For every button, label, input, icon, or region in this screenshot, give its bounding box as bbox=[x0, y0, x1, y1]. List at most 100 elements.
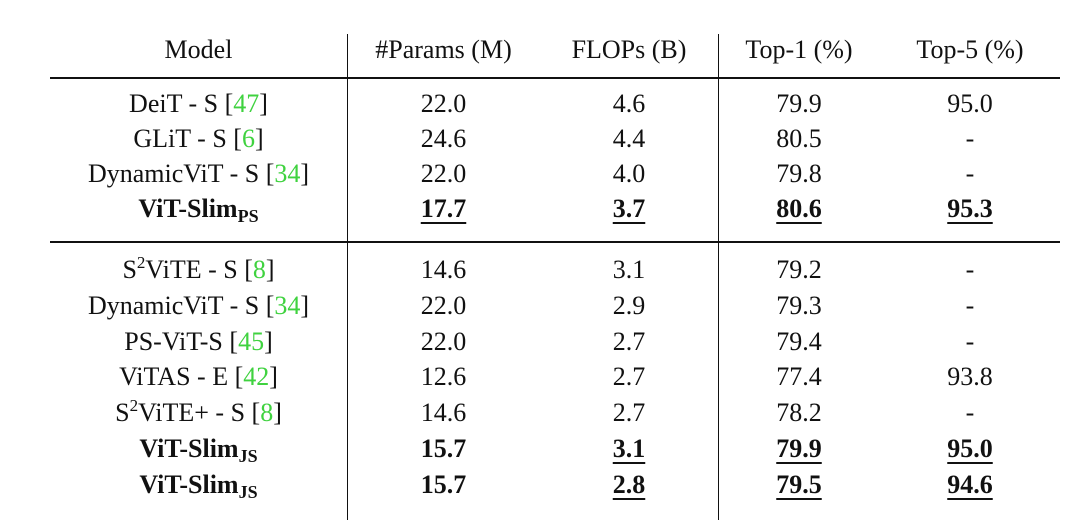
model-cell: DeiT - S [47] bbox=[50, 86, 347, 122]
model-name-part: ] bbox=[269, 362, 278, 392]
model-name-part: JS bbox=[238, 481, 258, 502]
model-name-part: ] bbox=[254, 124, 264, 153]
header-cell: Top-1 (%) bbox=[745, 35, 853, 64]
value: 95.3 bbox=[947, 194, 993, 223]
value-cell: 3.1 bbox=[540, 252, 718, 288]
value-cell: 2.9 bbox=[540, 288, 718, 324]
value: - bbox=[965, 290, 975, 320]
value-cell: 2.7 bbox=[540, 359, 718, 395]
value-cell: 77.4 bbox=[718, 359, 880, 395]
value: 80.6 bbox=[776, 194, 822, 223]
header-cell: Model bbox=[164, 35, 233, 64]
model-name-part: ] bbox=[259, 89, 268, 118]
value-cell: 95.0 bbox=[880, 431, 1060, 467]
model-cell: ViT-SlimPS bbox=[50, 191, 347, 227]
value-cell: 24.6 bbox=[347, 121, 540, 157]
value: 22.0 bbox=[420, 89, 467, 118]
model-cell: DynamicViT - S [34] bbox=[50, 156, 347, 192]
value: 4.6 bbox=[612, 89, 646, 118]
value-cell: 79.4 bbox=[718, 324, 880, 360]
model-name-part: ] bbox=[264, 326, 273, 356]
model-name-part: DynamicViT - S [ bbox=[87, 290, 275, 320]
value-cell: 95.3 bbox=[880, 191, 1060, 227]
model-cell: ViT-SlimJS bbox=[50, 467, 347, 503]
model-name-part: ViT-Slim bbox=[139, 469, 239, 499]
value-cell: 4.0 bbox=[540, 156, 718, 192]
value: - bbox=[965, 326, 975, 356]
value-cell: 12.6 bbox=[347, 359, 540, 395]
model-name-part: ViT-Slim bbox=[139, 434, 239, 463]
value: 3.7 bbox=[612, 194, 646, 223]
value: 79.2 bbox=[776, 255, 822, 284]
model-name-part: JS bbox=[238, 446, 258, 466]
value-cell: 22.0 bbox=[347, 156, 540, 192]
citation: 8 bbox=[252, 255, 266, 284]
value-cell: 14.6 bbox=[347, 252, 540, 288]
value: 79.3 bbox=[776, 290, 822, 320]
header-cell: Top-5 (%) bbox=[916, 35, 1024, 64]
value: 2.9 bbox=[612, 290, 646, 320]
value-cell: - bbox=[880, 288, 1060, 324]
value: 4.0 bbox=[612, 159, 646, 188]
header-cell: FLOPs (B) bbox=[571, 35, 687, 64]
model-cell: S2ViTE+ - S [8] bbox=[50, 395, 347, 431]
value: 14.6 bbox=[420, 398, 467, 428]
model-name-part: GLiT - S [ bbox=[133, 124, 242, 153]
value-cell: 22.0 bbox=[347, 288, 540, 324]
value: 79.4 bbox=[776, 326, 822, 356]
value-cell: 2.8 bbox=[540, 467, 718, 503]
header-rule bbox=[50, 77, 1060, 79]
citation: 34 bbox=[274, 159, 301, 188]
value-cell: 80.5 bbox=[718, 121, 880, 157]
citation: 6 bbox=[241, 124, 255, 153]
value-cell: 94.6 bbox=[880, 467, 1060, 503]
value-cell: - bbox=[880, 252, 1060, 288]
model-name-part: DeiT - S [ bbox=[129, 89, 234, 118]
value: 79.5 bbox=[776, 469, 822, 499]
value: 94.6 bbox=[947, 469, 993, 499]
value-cell: 15.7 bbox=[347, 467, 540, 503]
citation: 34 bbox=[274, 290, 301, 320]
model-name-part: S bbox=[122, 255, 137, 284]
value-cell: 4.4 bbox=[540, 121, 718, 157]
value: 80.5 bbox=[776, 124, 822, 153]
value-cell: 2.7 bbox=[540, 395, 718, 431]
value-cell: 79.2 bbox=[718, 252, 880, 288]
value: 22.0 bbox=[420, 159, 467, 188]
model-name-part: ] bbox=[300, 159, 310, 188]
model-name-part: ] bbox=[273, 398, 282, 428]
value: 24.6 bbox=[420, 124, 467, 153]
value: 15.7 bbox=[420, 434, 467, 463]
citation: 42 bbox=[243, 362, 270, 392]
value: - bbox=[965, 255, 975, 284]
model-name-part: ViTE - S [ bbox=[145, 255, 253, 284]
model-name-part: PS bbox=[237, 206, 259, 226]
value-cell: 4.6 bbox=[540, 86, 718, 122]
model-name-part: ] bbox=[265, 255, 275, 284]
value-cell: - bbox=[880, 121, 1060, 157]
value-cell: 80.6 bbox=[718, 191, 880, 227]
header-cell: #Params (M) bbox=[375, 35, 512, 64]
value: 79.9 bbox=[776, 89, 822, 118]
value: 4.4 bbox=[612, 124, 646, 153]
value: 2.7 bbox=[612, 326, 646, 356]
model-cell: S2ViTE - S [8] bbox=[50, 252, 347, 288]
mid-rule bbox=[50, 241, 1060, 243]
value-cell: 79.9 bbox=[718, 86, 880, 122]
value: 22.0 bbox=[420, 290, 467, 320]
value-cell: 79.3 bbox=[718, 288, 880, 324]
value-cell: 95.0 bbox=[880, 86, 1060, 122]
value: 77.4 bbox=[776, 362, 822, 392]
model-name-part: ] bbox=[300, 290, 310, 320]
value: - bbox=[965, 398, 975, 428]
value: 93.8 bbox=[947, 362, 993, 392]
value: 17.7 bbox=[420, 194, 467, 223]
model-cell: GLiT - S [6] bbox=[50, 121, 347, 157]
value-cell: - bbox=[880, 156, 1060, 192]
model-name-part: DynamicViT - S [ bbox=[87, 159, 275, 188]
model-name-part: ViTE+ - S [ bbox=[138, 398, 261, 428]
model-cell: ViTAS - E [42] bbox=[50, 359, 347, 395]
value-cell: 15.7 bbox=[347, 431, 540, 467]
value: 79.9 bbox=[776, 434, 822, 463]
